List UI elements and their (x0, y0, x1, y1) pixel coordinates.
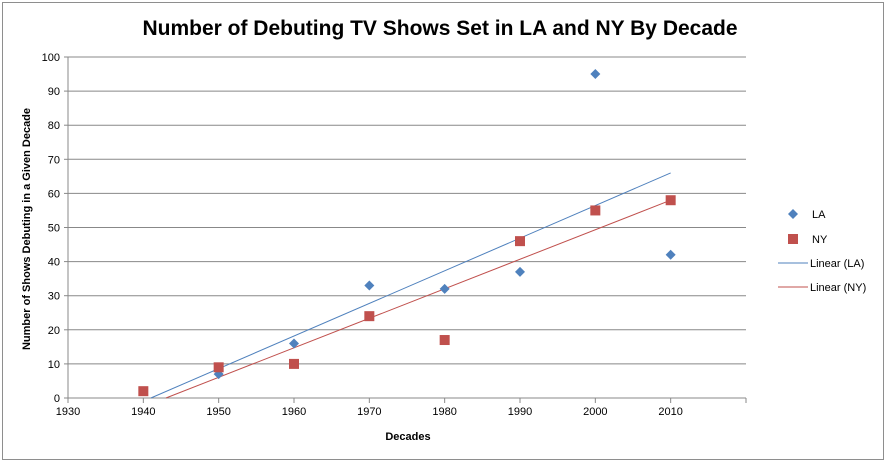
x-tick-label: 1980 (432, 406, 456, 418)
x-tick-label: 1970 (357, 406, 381, 418)
y-tick-label: 30 (48, 291, 60, 303)
legend-label: NY (812, 234, 828, 246)
y-tick-label: 100 (42, 52, 60, 64)
data-points (138, 69, 676, 397)
x-tick-label: 1950 (206, 406, 230, 418)
point-la (364, 280, 375, 291)
trendlines (150, 172, 671, 399)
point-la (439, 283, 450, 294)
legend-linear-ny: Linear (NY) (778, 282, 866, 294)
point-ny (439, 335, 450, 346)
y-tick-label: 40 (48, 257, 60, 269)
legend-marker-square (788, 234, 798, 244)
y-tick-label: 60 (48, 188, 60, 200)
x-tick-label: 1940 (131, 406, 155, 418)
point-ny (665, 195, 676, 206)
point-la (289, 338, 299, 349)
x-tick-label: 2010 (658, 406, 682, 418)
gridlines (64, 56, 747, 403)
chart-title: Number of Debuting TV Shows Set in LA an… (142, 17, 737, 40)
point-ny (364, 311, 375, 322)
y-tick-labels: 0 10 20 30 40 50 60 70 80 90 100 (42, 52, 60, 405)
y-tick-label: 50 (48, 223, 60, 235)
legend-label: Linear (NY) (810, 282, 866, 294)
y-tick-label: 20 (48, 325, 60, 337)
x-tick-labels: 1930 1940 1950 1960 1970 1980 1990 2000 2010 (56, 406, 683, 418)
x-tick-label: 2000 (583, 406, 607, 418)
point-la (515, 266, 525, 277)
x-tick-label: 1960 (282, 406, 306, 418)
x-tick-label: 1930 (56, 406, 80, 418)
point-ny (515, 236, 525, 247)
legend-la: LA (788, 209, 826, 221)
y-tick-label: 10 (48, 359, 60, 371)
legend-linear-la: Linear (LA) (778, 258, 864, 270)
point-ny (138, 386, 149, 397)
point-ny (289, 358, 299, 369)
y-tick-label: 70 (48, 154, 60, 166)
trendline-ny (165, 199, 671, 399)
trendline-la (150, 172, 671, 399)
legend-ny: NY (788, 234, 828, 246)
point-la (665, 249, 676, 260)
x-tick-label: 1990 (508, 406, 532, 418)
legend: LA NY Linear (LA) Linear (NY) (778, 209, 866, 294)
y-tick-label: 0 (54, 393, 60, 405)
legend-label: Linear (LA) (810, 258, 864, 270)
point-ny (213, 362, 224, 373)
legend-marker-diamond (788, 209, 798, 219)
y-axis-label: Number of Shows Debuting in a Given Deca… (21, 108, 33, 350)
legend-label: LA (812, 209, 826, 221)
point-ny (590, 205, 601, 216)
point-la (590, 69, 601, 80)
y-tick-label: 90 (48, 86, 60, 98)
y-tick-label: 80 (48, 120, 60, 132)
x-axis-label: Decades (385, 431, 430, 443)
